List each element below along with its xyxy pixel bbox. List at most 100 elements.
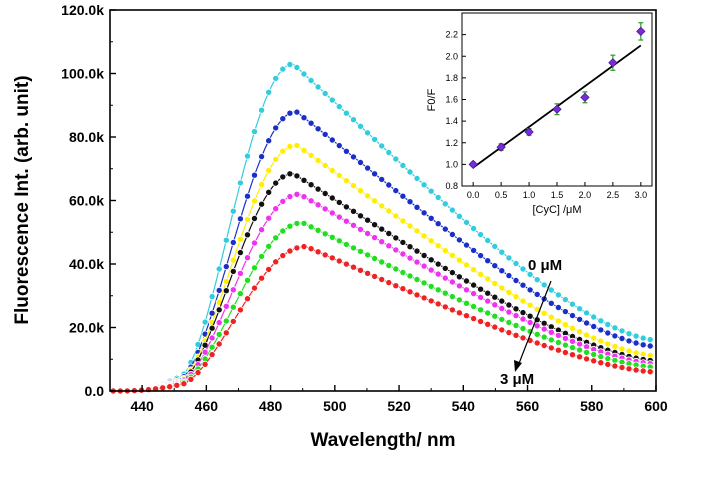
series-point [569, 324, 577, 332]
series-point [441, 264, 449, 272]
series-point [279, 147, 287, 155]
series-point [576, 315, 584, 323]
series-point [243, 231, 251, 239]
series-point [378, 258, 386, 266]
series-point [441, 274, 449, 282]
series-point [265, 242, 273, 250]
series-point [208, 334, 216, 342]
series-point [229, 303, 237, 311]
series-point [455, 273, 463, 281]
series-point [307, 223, 315, 231]
series-point [349, 153, 357, 161]
series-point [335, 237, 343, 245]
series-point [286, 170, 294, 178]
series-point [512, 321, 520, 329]
series-point [222, 263, 230, 271]
series-point [286, 109, 294, 117]
series-point [441, 303, 449, 311]
series-point [279, 115, 287, 123]
series-point [540, 333, 548, 341]
series-point [328, 209, 336, 217]
inset-y-tick-label: 2.0 [445, 51, 458, 61]
series-point [547, 299, 555, 307]
quench-arrowhead [514, 360, 522, 372]
series-point [569, 300, 577, 308]
series-point [265, 166, 273, 174]
series-point [328, 254, 336, 262]
series-point [272, 258, 280, 266]
series-point [632, 366, 640, 374]
series-point [583, 355, 591, 363]
series-point [526, 286, 534, 294]
series-point [201, 318, 209, 326]
series-point [378, 175, 386, 183]
series-point [512, 312, 520, 320]
series-point [597, 353, 605, 361]
inset-point [608, 58, 618, 68]
series-point [356, 158, 364, 166]
series-point [512, 293, 520, 301]
series-point [307, 181, 315, 189]
series-point [455, 236, 463, 244]
series-4 [109, 190, 654, 395]
series-point [646, 342, 654, 350]
series-point [385, 181, 393, 189]
series-point [533, 339, 541, 347]
series-point [604, 340, 612, 348]
series-point [279, 173, 287, 181]
series-point [477, 285, 485, 293]
series-point [554, 338, 562, 346]
series-point [611, 324, 619, 332]
series-point [448, 230, 456, 238]
series-point [250, 214, 258, 222]
series-point [371, 135, 379, 143]
series-point [512, 331, 520, 339]
series-point [540, 341, 548, 349]
series-point [441, 289, 449, 297]
series-point [611, 362, 619, 370]
series-point [448, 278, 456, 286]
series-point [349, 263, 357, 271]
inset-point [580, 92, 590, 102]
series-point [349, 207, 357, 215]
series-point [265, 88, 273, 96]
series-point [505, 254, 513, 262]
series-point [484, 320, 492, 328]
series-point [484, 275, 492, 283]
inset-point [552, 104, 562, 114]
inset-x-tick-label: 2.5 [607, 190, 620, 200]
series-point [371, 254, 379, 262]
series-point [512, 305, 520, 313]
series-point [576, 353, 584, 361]
series-point [462, 261, 470, 269]
series-point [569, 337, 577, 345]
main-y-axis: 0.0 20.0k 40.0k 60.0k 80.0k 100.0k 120.0k [61, 2, 116, 399]
series-point [455, 296, 463, 304]
series-point [540, 325, 548, 333]
series-point [441, 200, 449, 208]
series-point [470, 315, 478, 323]
series-point [484, 257, 492, 265]
series-point [484, 297, 492, 305]
series-point [590, 350, 598, 358]
series-point [505, 318, 513, 326]
main-x-axis: 440 460 480 500 520 540 560 580 600 [130, 385, 668, 414]
series-point [477, 252, 485, 260]
series-point [364, 192, 372, 200]
series-point [272, 205, 280, 213]
series-point [166, 383, 174, 391]
series-point [265, 188, 273, 196]
series-point [385, 148, 393, 156]
series-point [597, 359, 605, 367]
series-point [533, 276, 541, 284]
series-point [484, 289, 492, 297]
series-point [420, 209, 428, 217]
series-point [356, 266, 364, 274]
series-point [470, 266, 478, 274]
series-point [540, 281, 548, 289]
series-point [314, 201, 322, 209]
series-point [300, 146, 308, 154]
series-point [455, 212, 463, 220]
series-point [413, 203, 421, 211]
series-point [597, 317, 605, 325]
